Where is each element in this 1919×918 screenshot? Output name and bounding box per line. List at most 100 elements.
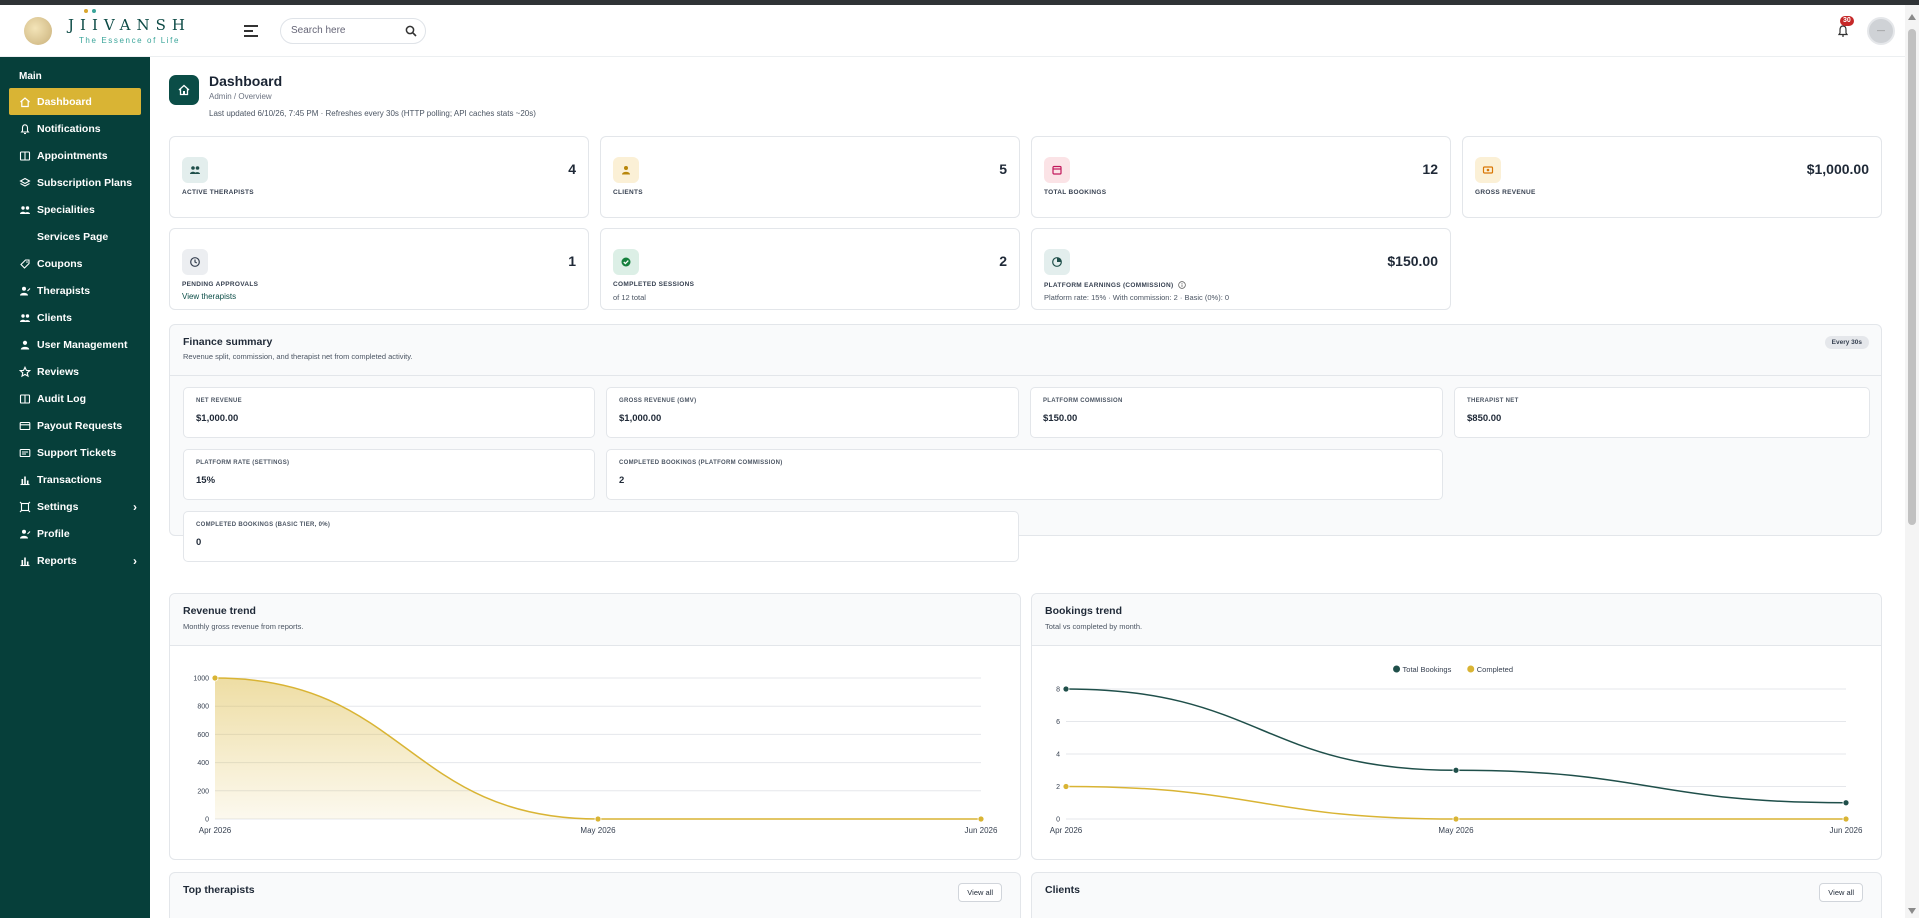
- sidebar-item-label: Therapists: [37, 284, 91, 297]
- sidebar-item-specialities[interactable]: Specialities: [9, 196, 141, 223]
- gross-revenue-label: GROSS REVENUE: [1475, 189, 1536, 196]
- search-icon[interactable]: [405, 25, 417, 37]
- sidebar-nav: Dashboard Notifications Appointments Subscr…: [0, 88, 150, 574]
- sidebar-item-label: Support Tickets: [37, 446, 117, 459]
- legend-label[interactable]: Completed: [1477, 665, 1513, 674]
- book-icon: [19, 150, 31, 161]
- revenue-trend-panel: Revenue trend Monthly gross revenue from…: [169, 593, 1021, 860]
- user-avatar[interactable]: —: [1867, 16, 1895, 45]
- legend-label[interactable]: Total Bookings: [1403, 665, 1452, 674]
- data-point[interactable]: [594, 815, 602, 823]
- completed-commission-box: COMPLETED BOOKINGS (PLATFORM COMMISSION)…: [606, 449, 1443, 500]
- sidebar-item-reviews[interactable]: Reviews: [9, 358, 141, 385]
- sidebar-item-reports[interactable]: Reports ›: [9, 547, 141, 574]
- sidebar-item-dashboard[interactable]: Dashboard: [9, 88, 141, 115]
- chevron-right-icon: ›: [133, 553, 137, 568]
- menu-toggle-icon[interactable]: [244, 24, 258, 37]
- user-edit-icon: [20, 286, 31, 295]
- sidebar-item-label: Specialities: [37, 203, 95, 216]
- user-edit-icon: [20, 529, 31, 538]
- star-icon: [19, 365, 31, 377]
- clients-value: 5: [999, 161, 1007, 177]
- platform-commission-label: PLATFORM COMMISSION: [1043, 398, 1123, 404]
- sidebar-item-therapists[interactable]: Therapists: [9, 277, 141, 304]
- net-revenue-label: NET REVENUE: [196, 398, 242, 404]
- chevron-right-icon: ›: [133, 499, 137, 514]
- scroll-thumb[interactable]: [1908, 29, 1916, 525]
- data-point[interactable]: [1842, 815, 1850, 823]
- top-therapists-title: Top therapists: [183, 884, 255, 896]
- y-tick-label: 0: [205, 817, 209, 824]
- sidebar-item-support-tickets[interactable]: Support Tickets: [9, 439, 141, 466]
- home-icon: [20, 96, 30, 107]
- x-tick-label: May 2026: [1438, 826, 1474, 835]
- book-icon: [19, 393, 31, 404]
- completed-sessions-extra: of 12 total: [613, 293, 646, 302]
- y-tick-label: 1000: [193, 676, 209, 683]
- brand-title: JIIVANSH: [68, 16, 191, 34]
- sidebar-item-services-page[interactable]: Services Page: [9, 223, 141, 250]
- data-point[interactable]: [211, 674, 219, 682]
- completed-sessions-value: 2: [999, 253, 1007, 269]
- series-line: [1065, 785, 1846, 820]
- brand-subtitle: The Essence of Life: [78, 36, 181, 45]
- scroll-up-arrow-icon[interactable]: [1908, 14, 1916, 20]
- info-icon[interactable]: [1177, 281, 1186, 289]
- sidebar-item-label: Services Page: [37, 230, 109, 243]
- last-updated-text: Last updated 6/10/26, 7:45 PM · Refreshe…: [209, 109, 536, 118]
- net-revenue-box: NET REVENUE $1,000.00: [183, 387, 595, 438]
- tag-icon: [20, 258, 30, 269]
- sidebar-item-audit-log[interactable]: Audit Log: [9, 385, 141, 412]
- y-tick-label: 200: [197, 788, 209, 795]
- completed-basic-label: COMPLETED BOOKINGS (BASIC TIER, 0%): [196, 522, 331, 528]
- top-therapists-view-all-button[interactable]: View all: [958, 883, 1002, 902]
- therapists-icon: [182, 157, 208, 183]
- sidebar-item-notifications[interactable]: Notifications: [9, 115, 141, 142]
- platform-rate-label: PLATFORM RATE (SETTINGS): [196, 460, 290, 466]
- bar-chart-icon: [20, 557, 30, 566]
- platform-earnings-value: $150.00: [1387, 253, 1438, 269]
- data-point[interactable]: [977, 815, 985, 823]
- main-content: Dashboard Admin / Overview Last updated …: [150, 57, 1905, 918]
- data-point[interactable]: [1842, 799, 1850, 807]
- sidebar-item-user-management[interactable]: User Management: [9, 331, 141, 358]
- total-bookings-value: 12: [1422, 161, 1438, 177]
- sidebar-item-label: Notifications: [37, 122, 101, 135]
- legend-swatch: [1393, 665, 1401, 673]
- sidebar-item-settings[interactable]: Settings ›: [9, 493, 141, 520]
- card-icon: [19, 421, 31, 430]
- bookings-trend-chart: 0 2 4 6 8 Apr 2026 May 2026 Jun 2026 Total Booki…: [1050, 665, 1863, 835]
- data-point[interactable]: [1452, 815, 1460, 823]
- sidebar-item-clients[interactable]: Clients: [9, 304, 141, 331]
- data-point[interactable]: [1062, 783, 1070, 790]
- pending-approvals-value: 1: [568, 253, 576, 269]
- search-input[interactable]: [291, 25, 405, 36]
- scroll-down-arrow-icon[interactable]: [1908, 908, 1916, 914]
- gross-revenue-gmv-label: GROSS REVENUE (GMV): [619, 398, 697, 404]
- notification-bell-icon[interactable]: 30: [1835, 15, 1854, 39]
- users-icon: [20, 313, 30, 322]
- bookings-trend-panel: Bookings trend Total vs completed by mon…: [1031, 593, 1882, 860]
- sidebar-item-profile[interactable]: Profile: [9, 520, 141, 547]
- active-therapists-label: ACTIVE THERAPISTS: [182, 189, 254, 196]
- home-icon: [169, 75, 199, 105]
- brand-logo[interactable]: JIIVANSH The Essence of Life: [24, 9, 194, 45]
- sidebar-item-transactions[interactable]: Transactions: [9, 466, 141, 493]
- sidebar-item-label: Reports: [37, 554, 77, 567]
- page-scrollbar[interactable]: [1905, 5, 1919, 918]
- completed-basic-value: 0: [196, 537, 202, 548]
- view-therapists-link[interactable]: View therapists: [182, 292, 237, 301]
- sidebar-item-appointments[interactable]: Appointments: [9, 142, 141, 169]
- data-point[interactable]: [1452, 766, 1460, 774]
- y-tick-label: 2: [1056, 784, 1060, 791]
- sidebar-item-label: Appointments: [37, 149, 108, 162]
- finance-summary-subtitle: Revenue split, commission, and therapist…: [183, 352, 413, 361]
- clients-view-all-button[interactable]: View all: [1819, 883, 1863, 902]
- sidebar-item-payout-requests[interactable]: Payout Requests: [9, 412, 141, 439]
- sidebar-item-subscription-plans[interactable]: Subscription Plans: [9, 169, 141, 196]
- active-therapists-value: 4: [568, 161, 576, 177]
- sidebar-item-coupons[interactable]: Coupons: [9, 250, 141, 277]
- y-tick-label: 800: [197, 704, 209, 711]
- data-point[interactable]: [1062, 685, 1070, 693]
- sidebar-item-label: Settings: [37, 500, 79, 513]
